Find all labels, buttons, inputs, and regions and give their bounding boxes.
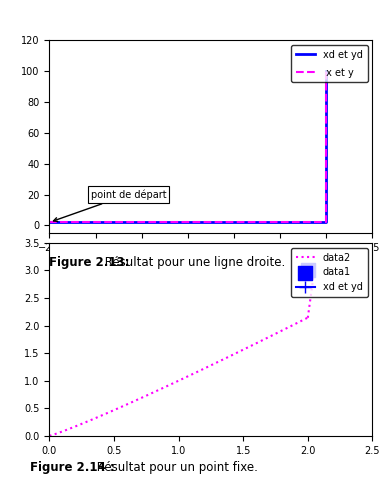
Legend: data2, data1, xd et yd: data2, data1, xd et yd	[291, 247, 367, 297]
 x et y	[47, 219, 52, 225]
Text: Figure 2.13:: Figure 2.13:	[49, 256, 130, 269]
xd et yd	[324, 219, 329, 225]
Text: point de départ: point de départ	[54, 189, 166, 221]
data2	[205, 364, 210, 370]
data2	[281, 327, 286, 333]
 x et y	[324, 219, 329, 225]
xd et yd	[47, 219, 52, 225]
Line: data2: data2	[49, 318, 308, 436]
 x et y	[324, 68, 329, 74]
xd et yd	[324, 68, 329, 74]
Line:  x et y: x et y	[49, 71, 326, 222]
data2	[306, 315, 310, 321]
Text: Figure 2.14 :: Figure 2.14 :	[30, 461, 115, 474]
data2	[200, 366, 205, 372]
data2	[47, 433, 52, 439]
data2	[201, 366, 206, 372]
Line: xd et yd: xd et yd	[49, 71, 326, 222]
data2	[265, 335, 269, 341]
data2	[48, 433, 52, 439]
data1	[305, 267, 311, 275]
Legend: xd et yd,  x et y: xd et yd, x et y	[291, 45, 367, 83]
Text: Résultat pour un point fixe.: Résultat pour un point fixe.	[93, 461, 258, 474]
Text: Résultat pour une ligne droite.: Résultat pour une ligne droite.	[101, 256, 285, 269]
